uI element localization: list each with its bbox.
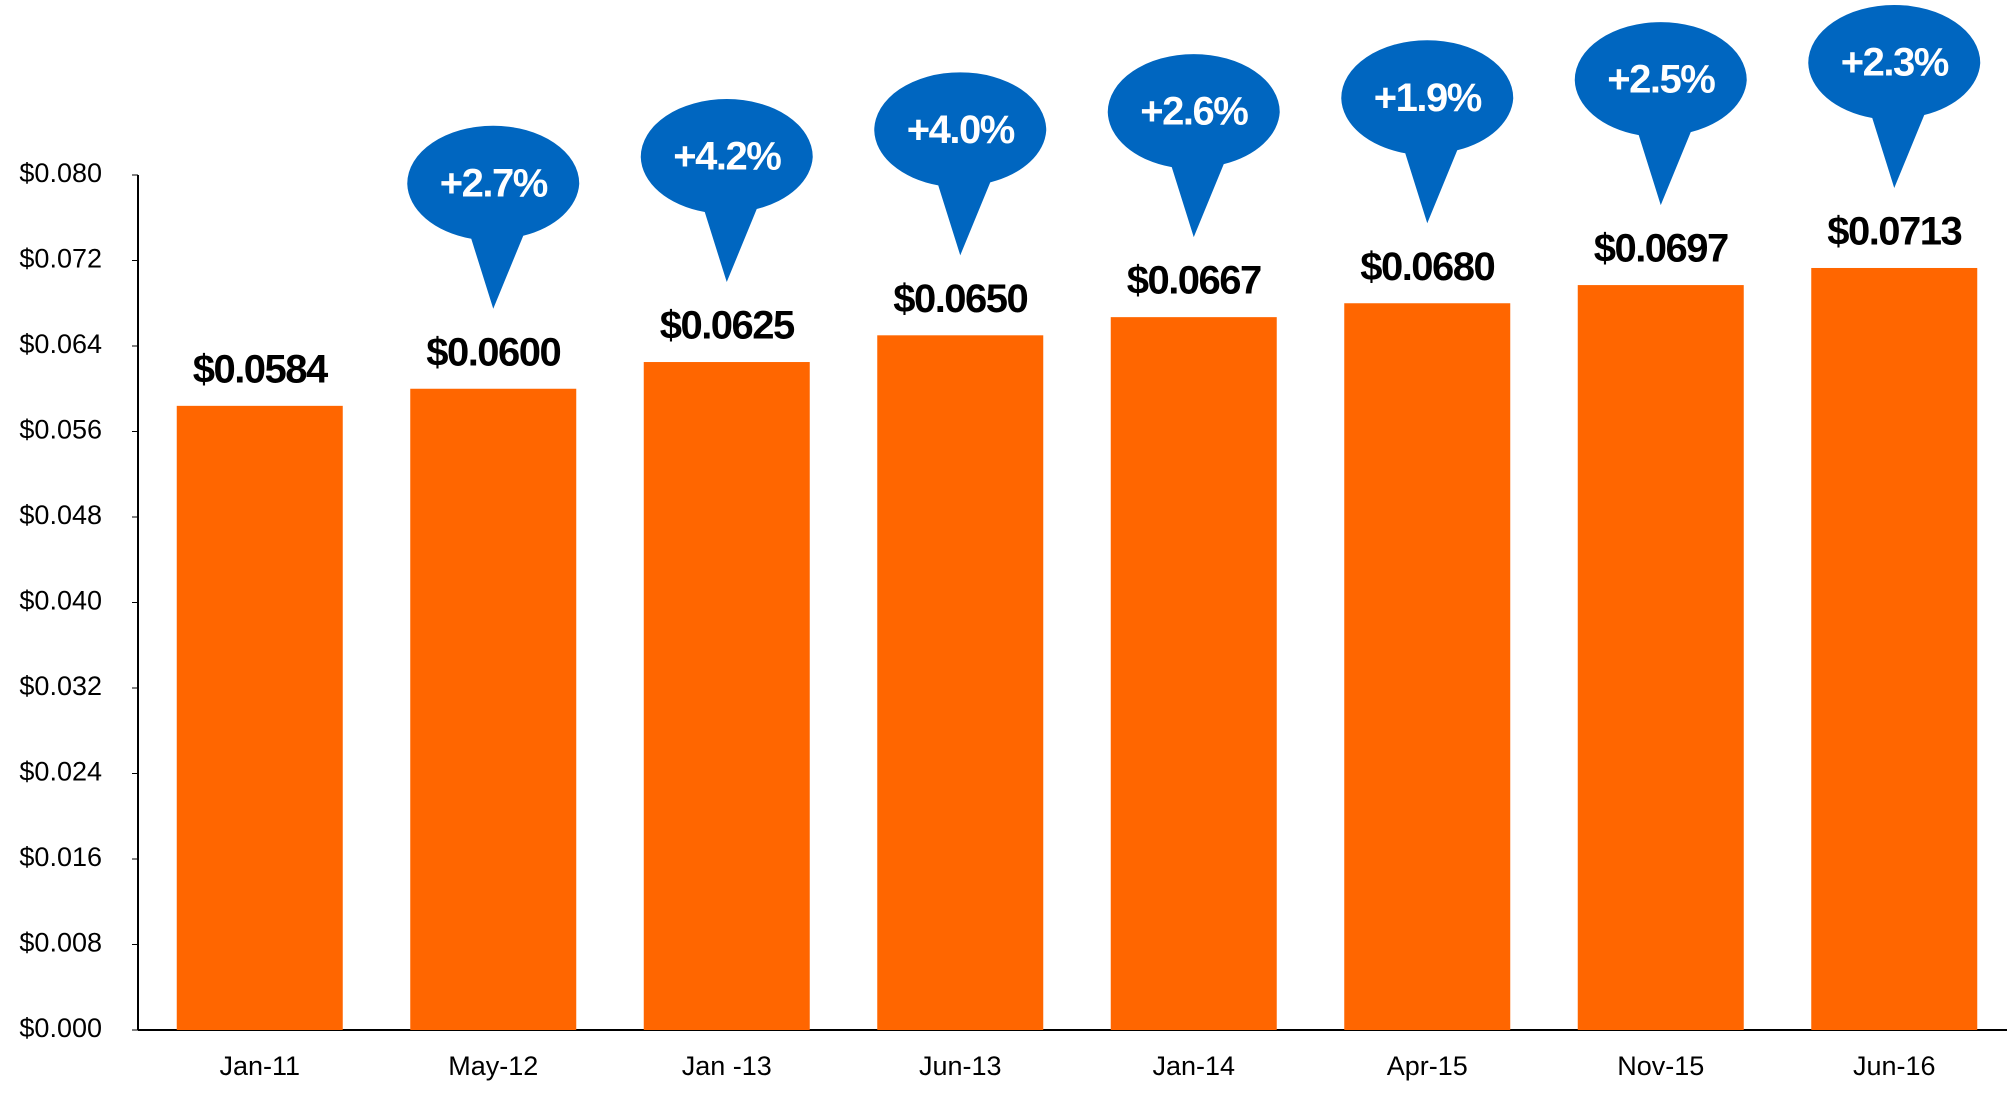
y-tick-label: $0.080: [19, 158, 102, 188]
y-tick-label: $0.048: [19, 500, 102, 530]
change-bubble: [407, 125, 580, 309]
change-bubble: [1574, 22, 1747, 206]
change-label: +4.2%: [673, 135, 781, 179]
change-label: +2.6%: [1140, 90, 1248, 134]
value-label: $0.0625: [660, 304, 795, 348]
change-bubble: [1107, 54, 1280, 238]
value-label: $0.0680: [1360, 245, 1494, 289]
value-label: $0.0584: [193, 347, 329, 391]
change-bubble: [640, 99, 813, 283]
change-label: +2.5%: [1607, 58, 1715, 102]
value-label: $0.0600: [426, 330, 560, 374]
bar: [643, 362, 810, 1030]
x-tick-label: May-12: [448, 1051, 538, 1081]
change-label: +2.3%: [1841, 41, 1949, 85]
y-tick-label: $0.008: [19, 928, 102, 958]
change-label: +1.9%: [1374, 76, 1482, 120]
y-tick-label: $0.072: [19, 244, 102, 274]
y-tick-label: $0.064: [19, 329, 102, 359]
y-tick-label: $0.056: [19, 415, 102, 445]
y-tick-label: $0.040: [19, 586, 102, 616]
bar: [1344, 303, 1511, 1030]
x-tick-label: Jan-11: [219, 1051, 300, 1081]
bar: [176, 405, 343, 1031]
bar: [1110, 317, 1277, 1030]
y-tick-label: $0.032: [19, 671, 102, 701]
bar: [410, 388, 577, 1030]
y-tick-label: $0.000: [19, 1013, 102, 1043]
x-tick-label: Nov-15: [1617, 1051, 1704, 1081]
x-tick-label: Jan -13: [682, 1051, 772, 1081]
y-tick-label: $0.024: [19, 757, 102, 787]
value-label: $0.0667: [1127, 259, 1261, 303]
change-bubble: [874, 72, 1047, 256]
value-label: $0.0713: [1827, 210, 1961, 254]
x-tick-label: Jan-14: [1152, 1051, 1235, 1081]
y-tick-label: $0.016: [19, 842, 102, 872]
x-tick-label: Apr-15: [1387, 1051, 1468, 1081]
bar: [1577, 285, 1744, 1030]
bar: [877, 335, 1044, 1030]
x-tick-label: Jun-13: [919, 1051, 1002, 1081]
change-bubble: [1341, 40, 1514, 224]
bar: [1811, 267, 1978, 1030]
x-tick-label: Jun-16: [1853, 1051, 1936, 1081]
change-bubble: [1808, 4, 1981, 188]
change-label: +4.0%: [907, 108, 1015, 152]
change-label: +2.7%: [440, 161, 548, 205]
value-label: $0.0697: [1594, 227, 1728, 271]
value-label: $0.0650: [893, 277, 1027, 321]
